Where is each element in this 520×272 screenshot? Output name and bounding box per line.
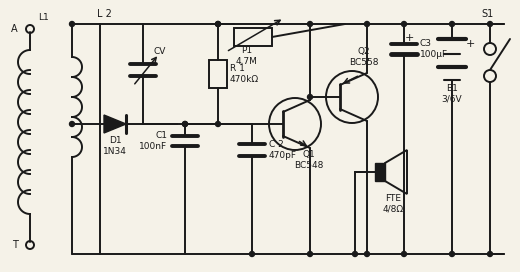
Circle shape: [215, 21, 220, 26]
Circle shape: [70, 122, 74, 126]
Bar: [234, 28, 272, 46]
Text: T: T: [12, 240, 18, 250]
Circle shape: [183, 122, 188, 126]
Text: R 1
470kΩ: R 1 470kΩ: [230, 64, 259, 84]
Text: A: A: [11, 24, 18, 34]
Text: +: +: [465, 39, 475, 49]
Circle shape: [307, 94, 313, 100]
Circle shape: [449, 21, 454, 26]
Circle shape: [70, 21, 74, 26]
Text: S1: S1: [482, 9, 494, 19]
Circle shape: [449, 252, 454, 256]
Text: C1
100nF: C1 100nF: [139, 131, 167, 151]
Circle shape: [183, 122, 188, 126]
Text: L1: L1: [38, 13, 49, 21]
Text: +: +: [405, 33, 414, 43]
Circle shape: [365, 21, 370, 26]
Circle shape: [488, 21, 492, 26]
Circle shape: [401, 252, 407, 256]
Circle shape: [250, 252, 254, 256]
Text: Q2
BC558: Q2 BC558: [349, 47, 379, 67]
Text: P1
4,7M: P1 4,7M: [236, 46, 258, 66]
Circle shape: [307, 252, 313, 256]
Circle shape: [401, 21, 407, 26]
Text: L 2: L 2: [97, 9, 112, 19]
Bar: [375, 163, 385, 181]
Text: CV: CV: [153, 48, 165, 57]
Bar: [209, 60, 227, 88]
Polygon shape: [104, 115, 126, 133]
Circle shape: [365, 252, 370, 256]
Text: D1
1N34: D1 1N34: [103, 136, 127, 156]
Text: C3
100μF: C3 100μF: [420, 39, 448, 59]
Text: FTE
4/8Ω: FTE 4/8Ω: [382, 194, 404, 214]
Text: Q1
BC548: Q1 BC548: [294, 150, 323, 170]
Circle shape: [488, 252, 492, 256]
Circle shape: [353, 252, 358, 256]
Text: C 2
470pF: C 2 470pF: [269, 140, 297, 160]
Text: B1
3/6V: B1 3/6V: [441, 84, 462, 104]
Circle shape: [215, 21, 220, 26]
Circle shape: [215, 122, 220, 126]
Circle shape: [307, 21, 313, 26]
